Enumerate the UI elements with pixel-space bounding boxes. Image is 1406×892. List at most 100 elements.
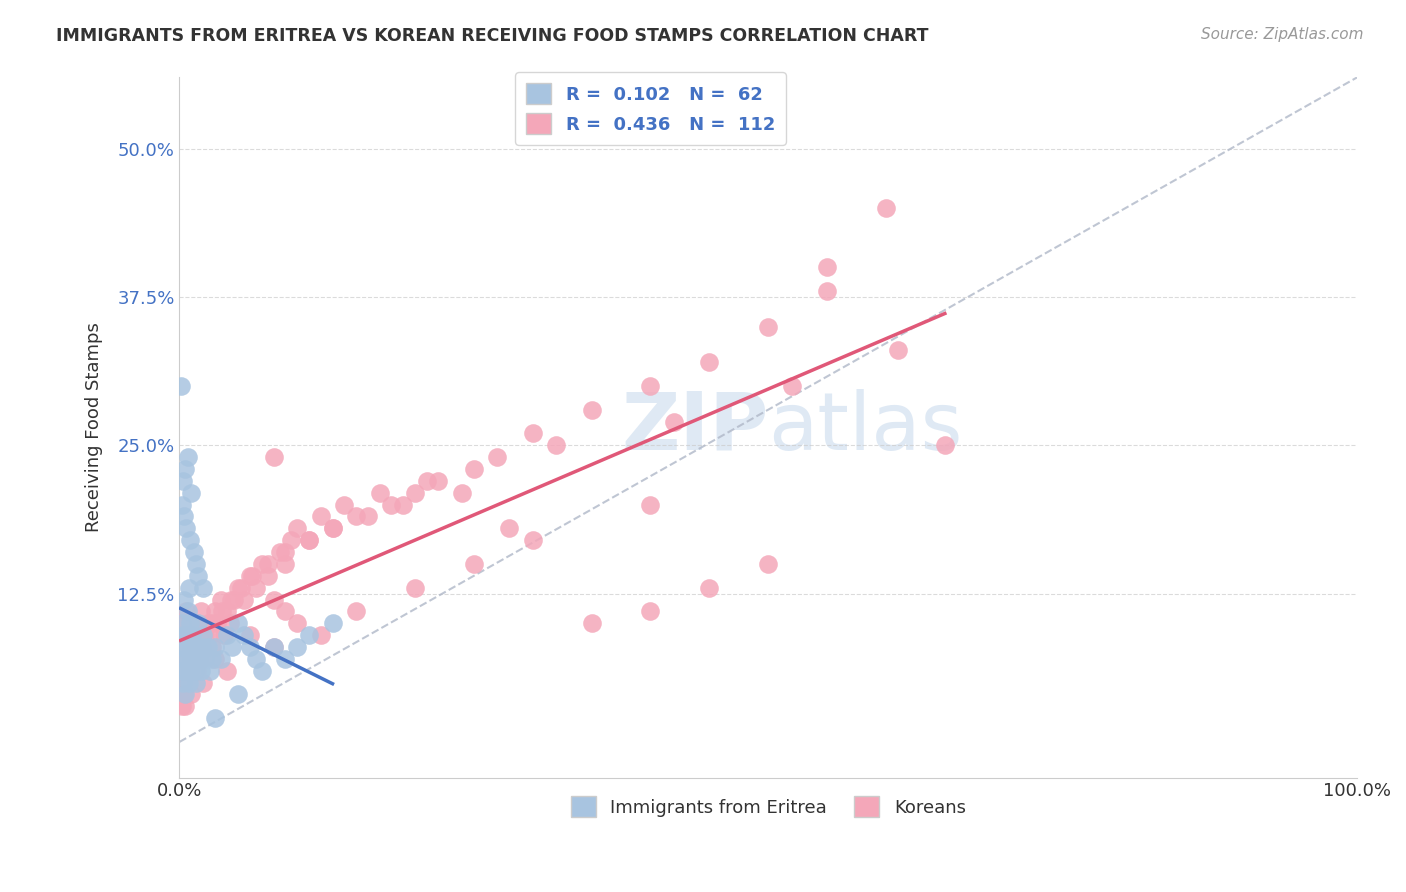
Y-axis label: Receiving Food Stamps: Receiving Food Stamps xyxy=(86,323,103,533)
Point xyxy=(187,628,209,642)
Point xyxy=(173,509,195,524)
Point xyxy=(176,521,198,535)
Point xyxy=(263,450,285,465)
Point xyxy=(174,462,197,476)
Point xyxy=(522,426,544,441)
Point xyxy=(233,592,256,607)
Point xyxy=(180,640,202,654)
Point xyxy=(176,664,198,678)
Point xyxy=(205,616,228,631)
Point xyxy=(209,652,232,666)
Point xyxy=(172,628,194,642)
Point xyxy=(179,664,201,678)
Point xyxy=(285,616,308,631)
Point xyxy=(245,652,267,666)
Point xyxy=(280,533,302,548)
Point xyxy=(174,688,197,702)
Point xyxy=(226,616,249,631)
Point xyxy=(181,652,204,666)
Point xyxy=(187,616,209,631)
Point xyxy=(173,616,195,631)
Point xyxy=(498,521,520,535)
Point xyxy=(229,581,252,595)
Point xyxy=(184,675,207,690)
Point xyxy=(177,581,200,595)
Point xyxy=(226,688,249,702)
Point xyxy=(170,498,193,512)
Point xyxy=(204,652,226,666)
Point xyxy=(309,509,332,524)
Point xyxy=(184,664,207,678)
Point xyxy=(581,402,603,417)
Point xyxy=(662,415,685,429)
Point xyxy=(357,509,380,524)
Point xyxy=(934,438,956,452)
Point xyxy=(176,604,198,618)
Point xyxy=(463,557,485,571)
Point xyxy=(640,604,662,618)
Point xyxy=(239,640,262,654)
Point xyxy=(756,319,779,334)
Point xyxy=(699,581,721,595)
Point xyxy=(194,640,217,654)
Point xyxy=(183,652,205,666)
Point xyxy=(174,699,197,714)
Point xyxy=(176,450,198,465)
Point xyxy=(756,557,779,571)
Point xyxy=(172,664,194,678)
Point xyxy=(392,498,415,512)
Point xyxy=(173,592,195,607)
Point xyxy=(186,664,208,678)
Point xyxy=(380,498,402,512)
Point xyxy=(250,664,273,678)
Point xyxy=(309,628,332,642)
Point xyxy=(321,616,343,631)
Point xyxy=(201,652,224,666)
Point xyxy=(191,640,214,654)
Point xyxy=(344,509,367,524)
Point xyxy=(256,557,278,571)
Point xyxy=(522,533,544,548)
Point xyxy=(176,604,198,618)
Point xyxy=(344,604,367,618)
Point xyxy=(239,628,262,642)
Point xyxy=(177,664,200,678)
Point xyxy=(177,628,200,642)
Point xyxy=(581,616,603,631)
Point xyxy=(815,284,838,298)
Point xyxy=(176,628,198,642)
Point xyxy=(463,462,485,476)
Point xyxy=(187,569,209,583)
Point xyxy=(212,628,235,642)
Point xyxy=(191,628,214,642)
Point xyxy=(486,450,509,465)
Point xyxy=(190,604,212,618)
Point xyxy=(285,521,308,535)
Point xyxy=(211,604,233,618)
Point xyxy=(191,675,214,690)
Point xyxy=(256,569,278,583)
Point xyxy=(186,616,208,631)
Point xyxy=(274,604,297,618)
Point xyxy=(219,592,242,607)
Point xyxy=(180,485,202,500)
Point xyxy=(184,640,207,654)
Point xyxy=(368,485,391,500)
Point xyxy=(172,688,194,702)
Point xyxy=(222,592,245,607)
Point xyxy=(169,640,191,654)
Point xyxy=(188,652,211,666)
Point xyxy=(197,640,219,654)
Text: Source: ZipAtlas.com: Source: ZipAtlas.com xyxy=(1201,27,1364,42)
Point xyxy=(321,521,343,535)
Point xyxy=(321,521,343,535)
Point xyxy=(184,557,207,571)
Point xyxy=(188,640,211,654)
Point xyxy=(298,628,321,642)
Point xyxy=(546,438,568,452)
Point xyxy=(427,474,450,488)
Point xyxy=(298,533,321,548)
Point xyxy=(183,628,205,642)
Point xyxy=(184,652,207,666)
Point xyxy=(176,675,198,690)
